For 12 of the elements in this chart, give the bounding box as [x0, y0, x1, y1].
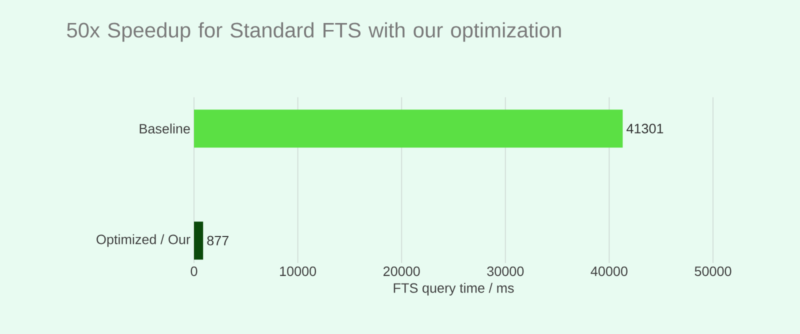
- x-tick-label: 40000: [590, 266, 628, 276]
- x-axis-title: FTS query time / ms: [394, 282, 514, 296]
- chart-title: 50x Speedup for Standard FTS with our optimization: [67, 22, 561, 42]
- x-tick-label: 0: [190, 266, 198, 276]
- y-tick-label: Optimized / Our: [96, 234, 190, 247]
- x-tick-label: 10000: [280, 266, 316, 276]
- data-label: 877: [207, 236, 228, 246]
- x-tick-label: 50000: [694, 266, 732, 276]
- data-label: 41301: [626, 124, 664, 134]
- y-tick-label: Baseline: [140, 124, 190, 134]
- x-tick-label: 20000: [384, 266, 420, 276]
- x-tick-label: 30000: [487, 266, 524, 276]
